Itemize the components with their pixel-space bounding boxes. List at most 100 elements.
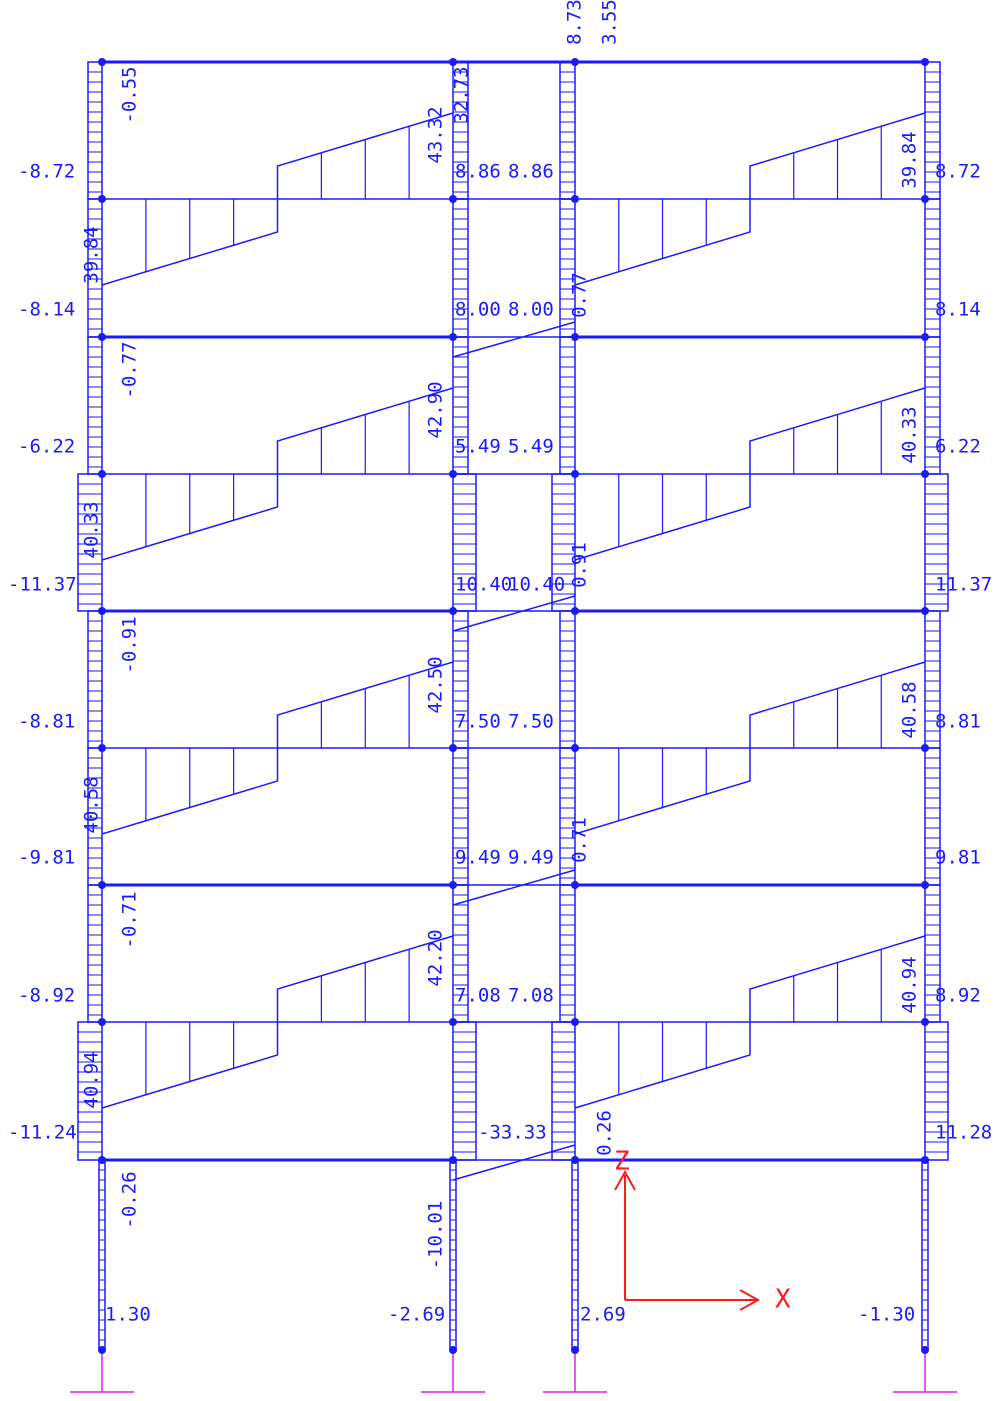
node	[921, 333, 929, 341]
node	[921, 1156, 929, 1164]
column-diagram	[88, 337, 102, 474]
value-label: 10.40	[508, 574, 565, 596]
column-diagram	[560, 337, 575, 474]
node	[571, 607, 579, 615]
node	[98, 195, 106, 203]
column-diagram	[572, 1160, 578, 1350]
value-label: 9.81	[935, 847, 981, 869]
value-label: 11.28	[935, 1122, 992, 1144]
node	[921, 58, 929, 66]
shear-diagram	[453, 870, 575, 905]
value-label: 40.33	[899, 406, 921, 463]
value-label: 7.08	[455, 985, 501, 1007]
frame-diagram: 8.733.55-0.5543.3232.73-8.728.868.8639.8…	[0, 0, 1003, 1397]
value-label: -6.22	[18, 436, 75, 458]
column-diagram	[560, 611, 575, 748]
node	[571, 333, 579, 341]
value-label: 7.08	[508, 985, 554, 1007]
value-label: 8.86	[508, 161, 554, 183]
value-label: -2.69	[388, 1304, 445, 1326]
value-label: 8.14	[935, 299, 981, 321]
node	[98, 744, 106, 752]
column-diagram	[560, 62, 575, 199]
node	[98, 470, 106, 478]
value-label: -11.24	[8, 1122, 77, 1144]
value-label: 42.90	[425, 381, 447, 438]
value-label: 0.91	[569, 542, 591, 588]
value-label: 2.69	[580, 1304, 626, 1326]
node	[98, 333, 106, 341]
value-label: 7.50	[508, 711, 554, 733]
column-diagram	[560, 885, 575, 1022]
value-label: 40.58	[899, 681, 921, 738]
node	[449, 881, 457, 889]
value-label: 1.30	[105, 1304, 151, 1326]
node	[571, 1018, 579, 1026]
value-label: 5.49	[508, 436, 554, 458]
value-label: -8.72	[18, 161, 75, 183]
value-label: -9.81	[18, 847, 75, 869]
shear-diagram	[453, 322, 575, 357]
value-label: -8.92	[18, 985, 75, 1007]
shear-diagram	[453, 1145, 575, 1180]
value-label: 42.50	[425, 656, 447, 713]
value-label: 40.33	[81, 501, 103, 558]
value-label: 5.49	[455, 436, 501, 458]
value-label: 0.77	[569, 272, 591, 318]
value-label: 39.84	[899, 131, 921, 188]
node	[571, 744, 579, 752]
node	[921, 470, 929, 478]
value-label: 39.84	[81, 226, 103, 283]
value-label: 6.22	[935, 436, 981, 458]
node	[449, 744, 457, 752]
node	[571, 470, 579, 478]
node	[449, 1156, 457, 1164]
column-diagram	[88, 62, 102, 199]
node	[449, 470, 457, 478]
value-label: 40.94	[81, 1051, 103, 1108]
value-label: -0.91	[119, 616, 141, 673]
node	[98, 1346, 106, 1354]
value-label: -0.71	[119, 891, 141, 948]
value-label: -33.33	[478, 1122, 547, 1144]
column-diagram	[922, 1160, 928, 1350]
z-axis-label: Z	[614, 1147, 630, 1177]
node	[98, 1018, 106, 1026]
column-diagram	[88, 885, 102, 1022]
node	[921, 881, 929, 889]
value-label: -8.14	[18, 299, 75, 321]
node	[98, 607, 106, 615]
column-diagram	[560, 748, 575, 885]
node	[98, 1156, 106, 1164]
node	[571, 1346, 579, 1354]
value-label: 42.20	[425, 929, 447, 986]
node	[921, 195, 929, 203]
node	[449, 1346, 457, 1354]
value-label: 8.72	[935, 161, 981, 183]
value-label: 10.40	[455, 574, 512, 596]
value-label: -1.30	[858, 1304, 915, 1326]
shear-diagram	[453, 596, 575, 631]
node	[571, 195, 579, 203]
value-label: 8.00	[455, 299, 501, 321]
value-label: 0.71	[569, 817, 591, 863]
node	[449, 1018, 457, 1026]
value-label: 9.49	[455, 847, 501, 869]
value-label: 43.32	[425, 106, 447, 163]
value-label: 9.49	[508, 847, 554, 869]
value-label: -0.55	[119, 66, 141, 123]
column-diagram	[88, 611, 102, 748]
value-label: -8.81	[18, 711, 75, 733]
node	[98, 58, 106, 66]
column-diagram	[453, 1022, 476, 1160]
value-label: -0.77	[119, 341, 141, 398]
node	[921, 607, 929, 615]
value-label: 40.58	[81, 776, 103, 833]
value-label: 8.81	[935, 711, 981, 733]
value-label: 8.92	[935, 985, 981, 1007]
value-label: 3.55	[599, 0, 621, 45]
node	[571, 881, 579, 889]
value-label: 40.94	[899, 956, 921, 1013]
node	[921, 744, 929, 752]
node	[571, 1156, 579, 1164]
